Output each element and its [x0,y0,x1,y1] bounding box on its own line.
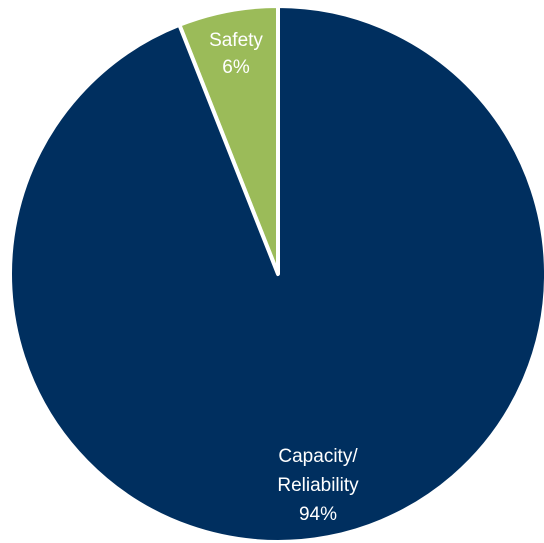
slice-value-label: 94% [299,504,337,525]
slice-name-label: Capacity/ [278,446,358,467]
pie-slice-1 [8,4,544,543]
pie-slices [8,4,544,543]
slice-name-label: Safety [209,30,263,51]
pie-labels: Safety 6% Capacity/Reliability 94% [209,30,359,525]
slice-value-label: 6% [222,57,250,78]
slice-name-label: Reliability [277,475,359,496]
